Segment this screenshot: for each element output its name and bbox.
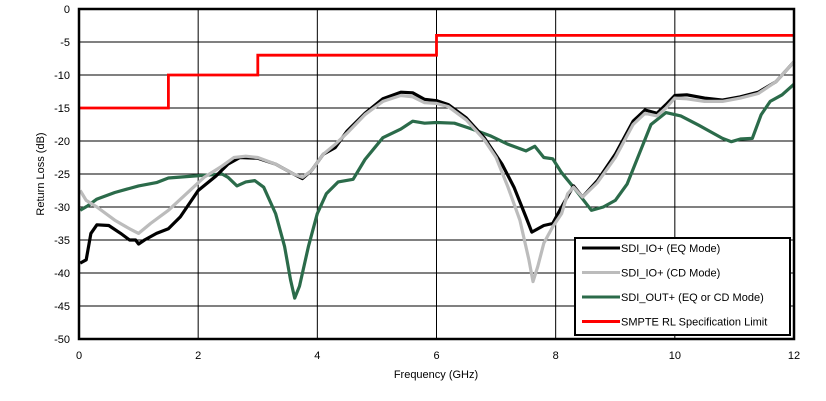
legend-label: SDI_IO+ (EQ Mode) — [621, 243, 720, 255]
x-tick-label: 4 — [314, 350, 320, 362]
x-tick-label: 2 — [195, 350, 201, 362]
legend-label: SDI_OUT+ (EQ or CD Mode) — [621, 292, 764, 304]
x-axis-label: Frequency (GHz) — [394, 369, 478, 381]
y-tick-label: -50 — [54, 334, 70, 346]
y-tick-label: -25 — [54, 169, 70, 181]
legend: SDI_IO+ (EQ Mode) SDI_IO+ (CD Mode) SDI_OU… — [574, 237, 791, 336]
y-tick-label: -35 — [54, 235, 70, 247]
plot-frame — [77, 7, 796, 341]
legend-box — [574, 237, 791, 336]
y-axis-ticks: 0 -5 -10 -15 -20 -25 -30 -35 -40 -45 -50 — [54, 4, 70, 346]
data-series — [78, 34, 796, 300]
y-tick-label: -20 — [54, 136, 70, 148]
x-tick-label: 12 — [788, 350, 800, 362]
y-tick-label: -30 — [54, 202, 70, 214]
series-line-1 — [78, 60, 796, 284]
legend-label: SMPTE RL Specification Limit — [621, 317, 767, 329]
legend-label: SDI_IO+ (CD Mode) — [621, 268, 720, 280]
y-tick-label: -5 — [60, 37, 70, 49]
y-tick-label: -40 — [54, 268, 70, 280]
y-axis-label: Return Loss (dB) — [35, 132, 47, 215]
x-tick-label: 6 — [433, 350, 439, 362]
x-tick-label: 0 — [76, 350, 82, 362]
series-line-2 — [79, 83, 796, 300]
y-tick-label: 0 — [64, 4, 70, 16]
series-line-3 — [79, 34, 794, 110]
x-tick-label: 10 — [669, 350, 681, 362]
x-tick-label: 8 — [553, 350, 559, 362]
y-tick-label: -45 — [54, 301, 70, 313]
x-axis-ticks: 0 2 4 6 8 10 12 — [76, 350, 800, 362]
y-tick-label: -10 — [54, 70, 70, 82]
series-line-0 — [79, 60, 796, 265]
y-tick-label: -15 — [54, 103, 70, 115]
